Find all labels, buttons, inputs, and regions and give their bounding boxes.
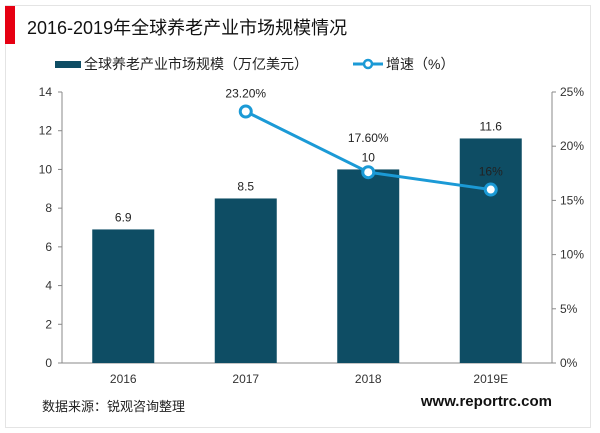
legend-item-line: 增速（%） bbox=[353, 54, 454, 74]
right-tick-label: 5% bbox=[560, 302, 578, 316]
left-tick-label: 0 bbox=[45, 356, 52, 370]
growth-point bbox=[361, 165, 376, 180]
right-tick-label: 0% bbox=[560, 356, 578, 370]
right-tick-label: 15% bbox=[560, 193, 584, 207]
left-tick-label: 2 bbox=[45, 317, 52, 331]
bar bbox=[214, 198, 277, 363]
legend-item-bar: 全球养老产业市场规模（万亿美元） bbox=[55, 54, 308, 74]
left-tick-label: 12 bbox=[39, 124, 53, 138]
legend-line-swatch bbox=[353, 58, 383, 70]
x-tick-label: 2019E bbox=[473, 372, 508, 386]
chart-title: 2016-2019年全球养老产业市场规模情况 bbox=[27, 18, 348, 38]
bar-data-label: 10 bbox=[362, 150, 376, 164]
legend-bar-label: 全球养老产业市场规模（万亿美元） bbox=[84, 56, 308, 72]
bar bbox=[459, 138, 522, 363]
growth-point bbox=[238, 104, 253, 119]
bar bbox=[92, 229, 155, 363]
left-tick-label: 10 bbox=[39, 162, 53, 176]
x-tick-label: 2016 bbox=[110, 372, 137, 386]
right-tick-label: 25% bbox=[560, 85, 584, 99]
legend-bar-swatch bbox=[55, 60, 81, 68]
left-tick-label: 14 bbox=[39, 85, 53, 99]
growth-point bbox=[483, 182, 498, 197]
source-note: 数据来源：锐观咨询整理 bbox=[42, 399, 186, 414]
growth-data-label: 17.60% bbox=[348, 131, 389, 145]
growth-data-label: 16% bbox=[479, 165, 503, 179]
right-tick-label: 10% bbox=[560, 248, 584, 262]
bar-data-label: 8.5 bbox=[237, 179, 254, 193]
x-tick-label: 2017 bbox=[232, 372, 259, 386]
x-tick-label: 2018 bbox=[355, 372, 382, 386]
left-tick-label: 6 bbox=[45, 240, 52, 254]
bar bbox=[337, 169, 400, 363]
bar-data-label: 11.6 bbox=[480, 119, 503, 133]
bar-data-label: 6.9 bbox=[115, 210, 132, 224]
growth-data-label: 23.20% bbox=[225, 87, 266, 101]
right-tick-label: 20% bbox=[560, 139, 584, 153]
legend-line-label: 增速（%） bbox=[386, 56, 455, 72]
website-link[interactable]: www.reportrc.com bbox=[420, 393, 552, 410]
left-tick-label: 4 bbox=[45, 279, 52, 293]
left-tick-label: 8 bbox=[45, 201, 52, 215]
title-accent-bar bbox=[5, 6, 15, 44]
